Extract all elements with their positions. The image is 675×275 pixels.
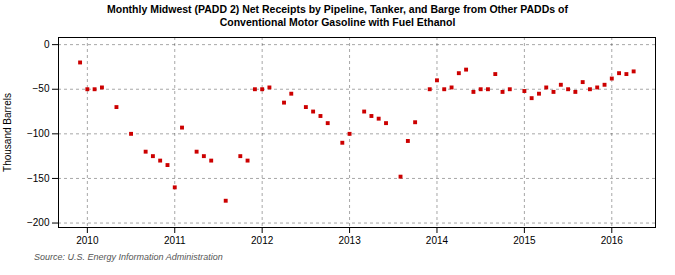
svg-text:0: 0 (44, 39, 50, 50)
svg-text:2014: 2014 (426, 235, 449, 246)
svg-text:2011: 2011 (164, 235, 186, 246)
svg-text:−50: −50 (33, 83, 50, 94)
svg-text:−100: −100 (27, 128, 50, 139)
svg-text:2015: 2015 (513, 235, 536, 246)
svg-text:Thousand Barrels: Thousand Barrels (2, 93, 13, 172)
html-text:Monthly Midwest (PADD 2) Net R: Monthly Midwest (PADD 2) Net Receipts by… (107, 3, 568, 15)
svg-text:−150: −150 (27, 173, 50, 184)
svg-text:2010: 2010 (76, 235, 99, 246)
svg-text:−200: −200 (27, 217, 50, 228)
svg-text:2016: 2016 (601, 235, 624, 246)
svg-text:2012: 2012 (251, 235, 274, 246)
svg-text:2013: 2013 (338, 235, 361, 246)
html-text:Source: U.S. Energy Informatio: Source: U.S. Energy Information Administ… (34, 252, 223, 262)
html-text:Conventional Motor Gasoline wi: Conventional Motor Gasoline with Fuel Et… (219, 16, 456, 28)
